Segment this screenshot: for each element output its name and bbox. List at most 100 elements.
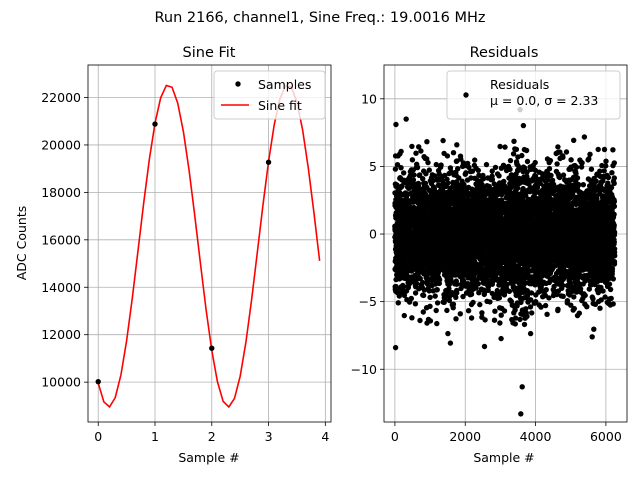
- residual-point: [479, 310, 485, 316]
- residual-point: [454, 287, 460, 294]
- residual-point: [513, 146, 520, 153]
- residual-point: [433, 161, 439, 168]
- residual-point: [507, 166, 513, 172]
- residual-point: [420, 176, 426, 182]
- residual-point: [563, 149, 570, 155]
- residual-point: [489, 168, 495, 174]
- residual-point: [542, 302, 549, 309]
- residual-point: [426, 167, 432, 173]
- residual-point: [544, 311, 550, 317]
- residual-point: [418, 148, 424, 154]
- residual-point: [473, 285, 479, 291]
- residual-point: [477, 301, 483, 308]
- residual-point: [410, 177, 417, 183]
- residual-point: [507, 157, 514, 164]
- residual-point: [398, 165, 404, 171]
- residual-point: [492, 164, 499, 171]
- residual-point: [450, 301, 457, 307]
- residual-point: [434, 300, 441, 306]
- residual-point: [555, 306, 561, 312]
- residual-point: [454, 142, 460, 148]
- residual-point: [520, 122, 527, 129]
- residual-point: [414, 164, 421, 171]
- residual-point: [445, 180, 451, 186]
- residual-point: [417, 172, 423, 178]
- residual-point: [426, 288, 432, 294]
- residual-point: [446, 297, 453, 304]
- residual-point: [512, 321, 518, 327]
- residual-point: [463, 170, 469, 176]
- y-tick-label: 16000: [41, 232, 81, 247]
- residual-point: [480, 176, 487, 182]
- residual-point: [408, 295, 414, 302]
- residual-point: [392, 166, 399, 172]
- sample-point: [265, 159, 272, 165]
- residual-point: [475, 281, 481, 287]
- y-tick-label: 18000: [41, 185, 81, 200]
- residual-point: [413, 280, 420, 287]
- x-tick-label: 4: [321, 429, 329, 444]
- residual-point: [409, 315, 415, 321]
- residual-point: [460, 293, 466, 300]
- sine-fit-title: Sine Fit: [183, 45, 236, 61]
- y-tick-label: 20000: [41, 137, 81, 152]
- residual-point: [548, 172, 554, 179]
- residual-point: [519, 152, 525, 159]
- suptitle: Run 2166, channel1, Sine Freq.: 19.0016 …: [154, 10, 485, 26]
- residual-point: [489, 176, 496, 183]
- residual-point: [424, 139, 430, 145]
- residual-point: [427, 303, 433, 309]
- residual-point: [447, 340, 454, 346]
- residual-point: [560, 172, 567, 178]
- residual-point: [486, 183, 492, 190]
- residual-point: [465, 308, 472, 314]
- residual-point: [419, 279, 426, 286]
- residual-point: [560, 293, 566, 299]
- residual-point: [430, 178, 436, 184]
- residual-point: [527, 330, 534, 337]
- residual-point: [427, 294, 433, 301]
- residual-point: [497, 143, 503, 150]
- residual-point: [532, 159, 538, 166]
- residual-point: [455, 166, 461, 172]
- residual-point: [497, 320, 503, 326]
- residual-point: [511, 138, 517, 144]
- y-tick-label: 22000: [41, 90, 81, 105]
- residual-point: [434, 287, 440, 293]
- residual-point: [529, 310, 535, 316]
- residual-point: [420, 292, 427, 299]
- residual-point: [420, 309, 426, 315]
- residual-point: [412, 290, 419, 296]
- residual-point: [523, 147, 530, 154]
- residual-point: [487, 299, 493, 305]
- residual-point: [521, 321, 528, 328]
- residual-point: [524, 158, 531, 165]
- residual-point: [538, 304, 544, 310]
- residual-point: [560, 154, 566, 160]
- residual-point: [468, 291, 475, 297]
- sine-fit-line: [97, 84, 321, 409]
- residual-point: [411, 172, 417, 178]
- residual-point: [502, 144, 508, 150]
- x-tick-label: 1: [151, 429, 159, 444]
- residual-point: [401, 170, 407, 176]
- residual-point: [417, 275, 423, 282]
- sample-point: [152, 121, 158, 127]
- residual-point: [438, 162, 444, 168]
- residual-point: [425, 159, 431, 166]
- residual-point: [472, 157, 478, 163]
- sine-fit-legend-box: [213, 70, 326, 120]
- residual-point: [483, 161, 490, 168]
- residual-point: [491, 317, 498, 323]
- residual-point: [555, 144, 561, 150]
- residual-point: [554, 161, 560, 167]
- y-tick-label: 14000: [41, 280, 81, 295]
- residual-point: [564, 298, 571, 304]
- residual-point: [461, 193, 467, 199]
- residual-point: [416, 144, 422, 150]
- residual-point: [436, 277, 443, 283]
- residual-point: [546, 295, 552, 301]
